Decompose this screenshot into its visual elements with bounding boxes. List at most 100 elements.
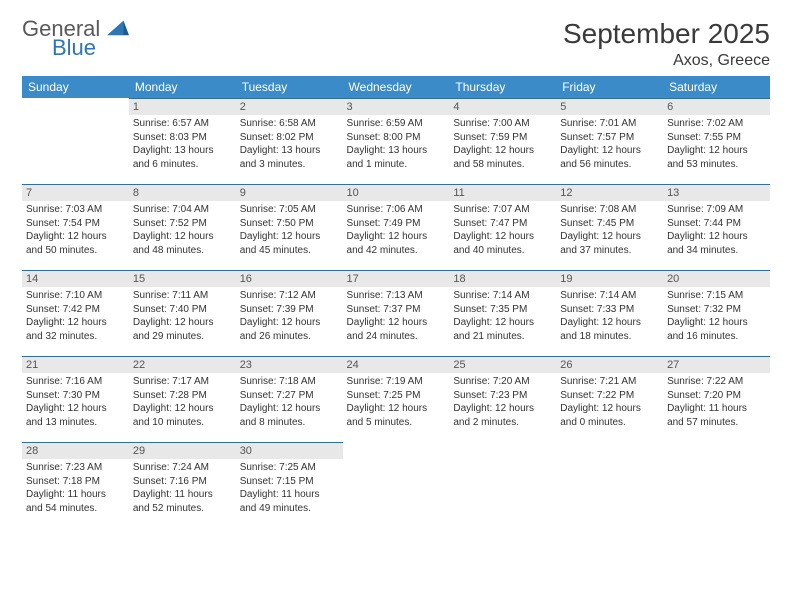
- sunrise-text: Sunrise: 7:24 AM: [133, 461, 232, 475]
- logo: General Blue: [22, 18, 129, 59]
- day-number: 11: [449, 184, 556, 201]
- calendar-cell: 29Sunrise: 7:24 AMSunset: 7:16 PMDayligh…: [129, 442, 236, 528]
- sunrise-text: Sunrise: 7:17 AM: [133, 375, 232, 389]
- weekday-header: Friday: [556, 76, 663, 98]
- daylight-text: Daylight: 12 hours and 2 minutes.: [453, 402, 552, 429]
- daylight-text: Daylight: 12 hours and 29 minutes.: [133, 316, 232, 343]
- daylight-text: Daylight: 12 hours and 0 minutes.: [560, 402, 659, 429]
- daylight-text: Daylight: 13 hours and 3 minutes.: [240, 144, 339, 171]
- day-number: 5: [556, 98, 663, 115]
- day-details: Sunrise: 7:20 AMSunset: 7:23 PMDaylight:…: [449, 373, 556, 431]
- day-number: 4: [449, 98, 556, 115]
- weekday-header: Wednesday: [343, 76, 450, 98]
- daylight-text: Daylight: 12 hours and 53 minutes.: [667, 144, 766, 171]
- day-number: 2: [236, 98, 343, 115]
- daylight-text: Daylight: 11 hours and 54 minutes.: [26, 488, 125, 515]
- calendar-body: 1Sunrise: 6:57 AMSunset: 8:03 PMDaylight…: [22, 98, 770, 528]
- day-details: Sunrise: 7:04 AMSunset: 7:52 PMDaylight:…: [129, 201, 236, 259]
- daylight-text: Daylight: 12 hours and 26 minutes.: [240, 316, 339, 343]
- day-details: Sunrise: 7:16 AMSunset: 7:30 PMDaylight:…: [22, 373, 129, 431]
- calendar-cell: 22Sunrise: 7:17 AMSunset: 7:28 PMDayligh…: [129, 356, 236, 442]
- day-details: Sunrise: 7:14 AMSunset: 7:33 PMDaylight:…: [556, 287, 663, 345]
- daylight-text: Daylight: 12 hours and 8 minutes.: [240, 402, 339, 429]
- calendar-cell: 23Sunrise: 7:18 AMSunset: 7:27 PMDayligh…: [236, 356, 343, 442]
- day-details: Sunrise: 7:19 AMSunset: 7:25 PMDaylight:…: [343, 373, 450, 431]
- sunrise-text: Sunrise: 7:11 AM: [133, 289, 232, 303]
- day-number: 1: [129, 98, 236, 115]
- calendar-cell: 19Sunrise: 7:14 AMSunset: 7:33 PMDayligh…: [556, 270, 663, 356]
- day-details: Sunrise: 7:25 AMSunset: 7:15 PMDaylight:…: [236, 459, 343, 517]
- day-number: 30: [236, 442, 343, 459]
- calendar-cell: [663, 442, 770, 528]
- daylight-text: Daylight: 12 hours and 16 minutes.: [667, 316, 766, 343]
- day-number: 28: [22, 442, 129, 459]
- sunset-text: Sunset: 7:22 PM: [560, 389, 659, 403]
- calendar-cell: 30Sunrise: 7:25 AMSunset: 7:15 PMDayligh…: [236, 442, 343, 528]
- day-number: 18: [449, 270, 556, 287]
- sunset-text: Sunset: 7:33 PM: [560, 303, 659, 317]
- sunrise-text: Sunrise: 7:14 AM: [453, 289, 552, 303]
- day-details: Sunrise: 7:15 AMSunset: 7:32 PMDaylight:…: [663, 287, 770, 345]
- sunrise-text: Sunrise: 7:16 AM: [26, 375, 125, 389]
- day-number: 12: [556, 184, 663, 201]
- daylight-text: Daylight: 12 hours and 37 minutes.: [560, 230, 659, 257]
- daylight-text: Daylight: 12 hours and 21 minutes.: [453, 316, 552, 343]
- calendar-cell: [343, 442, 450, 528]
- calendar-cell: 4Sunrise: 7:00 AMSunset: 7:59 PMDaylight…: [449, 98, 556, 184]
- day-details: Sunrise: 7:10 AMSunset: 7:42 PMDaylight:…: [22, 287, 129, 345]
- day-number: 3: [343, 98, 450, 115]
- daylight-text: Daylight: 12 hours and 48 minutes.: [133, 230, 232, 257]
- daylight-text: Daylight: 12 hours and 24 minutes.: [347, 316, 446, 343]
- sunset-text: Sunset: 7:55 PM: [667, 131, 766, 145]
- calendar-cell: [449, 442, 556, 528]
- sunrise-text: Sunrise: 7:00 AM: [453, 117, 552, 131]
- weekday-header-row: Sunday Monday Tuesday Wednesday Thursday…: [22, 76, 770, 98]
- calendar-cell: 2Sunrise: 6:58 AMSunset: 8:02 PMDaylight…: [236, 98, 343, 184]
- title-block: September 2025 Axos, Greece: [563, 18, 770, 70]
- sunset-text: Sunset: 7:32 PM: [667, 303, 766, 317]
- day-number: 8: [129, 184, 236, 201]
- sunset-text: Sunset: 7:40 PM: [133, 303, 232, 317]
- calendar-cell: [22, 98, 129, 184]
- sunset-text: Sunset: 7:28 PM: [133, 389, 232, 403]
- day-details: Sunrise: 7:12 AMSunset: 7:39 PMDaylight:…: [236, 287, 343, 345]
- daylight-text: Daylight: 12 hours and 56 minutes.: [560, 144, 659, 171]
- sunrise-text: Sunrise: 7:10 AM: [26, 289, 125, 303]
- daylight-text: Daylight: 12 hours and 32 minutes.: [26, 316, 125, 343]
- daylight-text: Daylight: 12 hours and 18 minutes.: [560, 316, 659, 343]
- sunset-text: Sunset: 7:57 PM: [560, 131, 659, 145]
- daylight-text: Daylight: 11 hours and 49 minutes.: [240, 488, 339, 515]
- calendar-cell: 11Sunrise: 7:07 AMSunset: 7:47 PMDayligh…: [449, 184, 556, 270]
- weekday-header: Tuesday: [236, 76, 343, 98]
- day-number: 25: [449, 356, 556, 373]
- calendar-cell: 8Sunrise: 7:04 AMSunset: 7:52 PMDaylight…: [129, 184, 236, 270]
- day-details: Sunrise: 7:07 AMSunset: 7:47 PMDaylight:…: [449, 201, 556, 259]
- calendar-cell: 25Sunrise: 7:20 AMSunset: 7:23 PMDayligh…: [449, 356, 556, 442]
- daylight-text: Daylight: 12 hours and 13 minutes.: [26, 402, 125, 429]
- location: Axos, Greece: [563, 52, 770, 70]
- sunrise-text: Sunrise: 7:23 AM: [26, 461, 125, 475]
- calendar-week-row: 21Sunrise: 7:16 AMSunset: 7:30 PMDayligh…: [22, 356, 770, 442]
- sunrise-text: Sunrise: 7:21 AM: [560, 375, 659, 389]
- calendar-cell: 14Sunrise: 7:10 AMSunset: 7:42 PMDayligh…: [22, 270, 129, 356]
- day-number: 10: [343, 184, 450, 201]
- calendar-cell: 16Sunrise: 7:12 AMSunset: 7:39 PMDayligh…: [236, 270, 343, 356]
- day-number: 29: [129, 442, 236, 459]
- calendar-cell: 26Sunrise: 7:21 AMSunset: 7:22 PMDayligh…: [556, 356, 663, 442]
- calendar-cell: 7Sunrise: 7:03 AMSunset: 7:54 PMDaylight…: [22, 184, 129, 270]
- sunset-text: Sunset: 7:27 PM: [240, 389, 339, 403]
- day-details: Sunrise: 7:17 AMSunset: 7:28 PMDaylight:…: [129, 373, 236, 431]
- sunrise-text: Sunrise: 7:08 AM: [560, 203, 659, 217]
- sunset-text: Sunset: 7:25 PM: [347, 389, 446, 403]
- sunrise-text: Sunrise: 7:06 AM: [347, 203, 446, 217]
- sunrise-text: Sunrise: 7:20 AM: [453, 375, 552, 389]
- sunset-text: Sunset: 7:15 PM: [240, 475, 339, 489]
- day-details: Sunrise: 7:09 AMSunset: 7:44 PMDaylight:…: [663, 201, 770, 259]
- sunrise-text: Sunrise: 7:01 AM: [560, 117, 659, 131]
- sunset-text: Sunset: 7:59 PM: [453, 131, 552, 145]
- calendar-cell: 18Sunrise: 7:14 AMSunset: 7:35 PMDayligh…: [449, 270, 556, 356]
- sunset-text: Sunset: 8:00 PM: [347, 131, 446, 145]
- day-number: 27: [663, 356, 770, 373]
- daylight-text: Daylight: 12 hours and 34 minutes.: [667, 230, 766, 257]
- day-number: 17: [343, 270, 450, 287]
